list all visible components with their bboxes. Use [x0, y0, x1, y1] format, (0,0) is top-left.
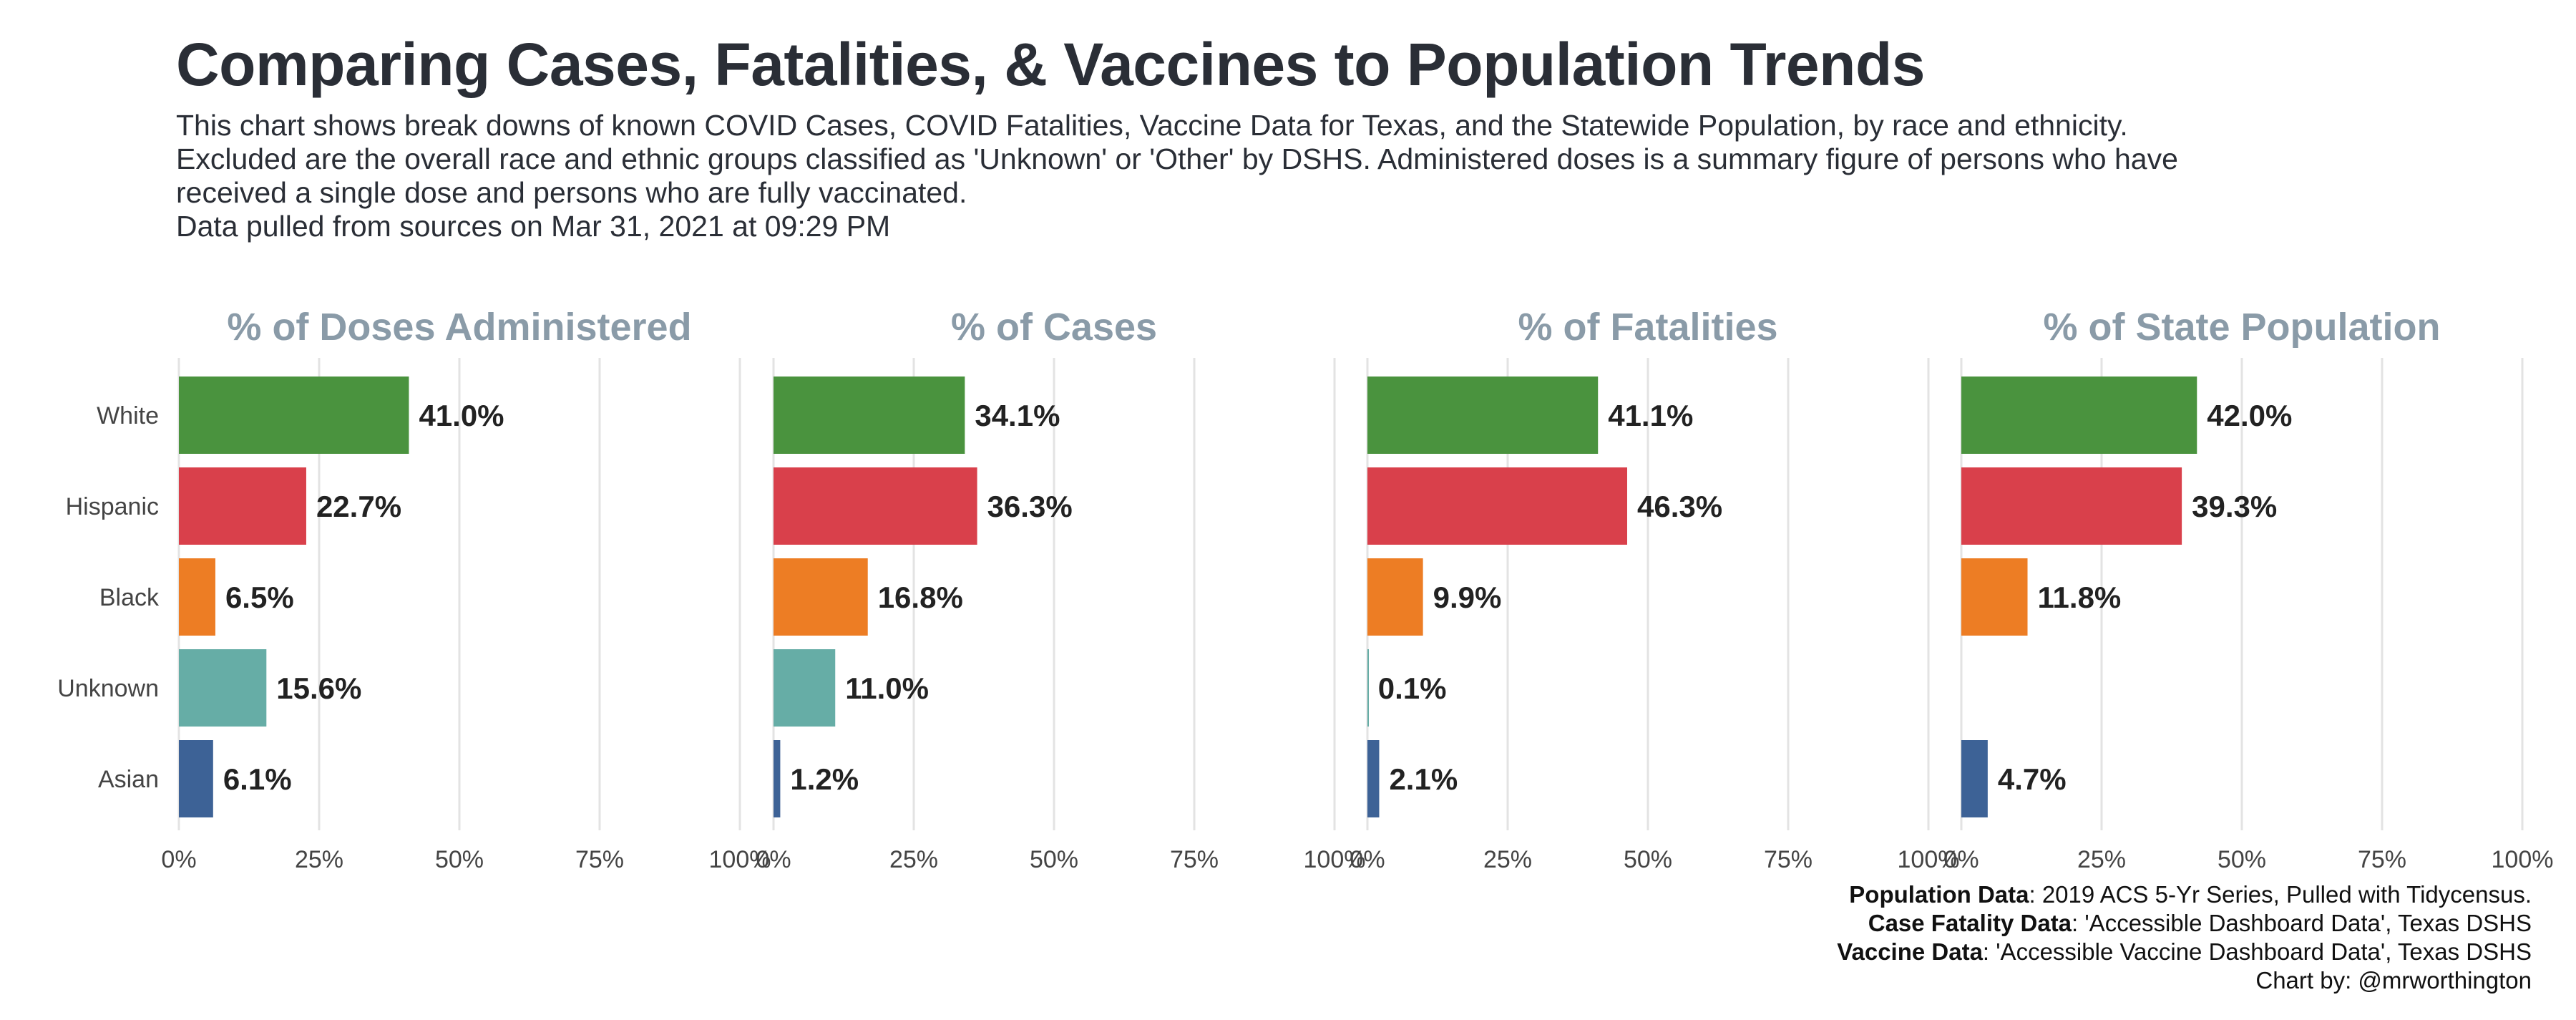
bar-hispanic: [1367, 467, 1627, 545]
subtitle-line: This chart shows break downs of known CO…: [176, 109, 2128, 142]
bar-white: [179, 377, 409, 454]
subtitle-line: received a single dose and persons who a…: [176, 176, 967, 209]
data-label: 22.7%: [316, 490, 401, 523]
bar-unknown: [179, 649, 267, 727]
bar-unknown: [774, 649, 836, 727]
data-label: 0.1%: [1378, 671, 1447, 705]
data-label: 11.8%: [2038, 581, 2122, 614]
bar-black: [1961, 558, 2028, 636]
bar-hispanic: [774, 467, 977, 545]
data-label: 15.6%: [276, 671, 361, 705]
panel-title: % of Cases: [951, 306, 1157, 349]
data-label: 16.8%: [878, 581, 963, 614]
x-tick-label: 25%: [295, 846, 343, 873]
panel-title: % of State Population: [2043, 306, 2440, 349]
caption-case-label: Case Fatality Data: [1868, 910, 2072, 936]
data-label: 9.9%: [1433, 581, 1502, 614]
data-label: 41.1%: [1608, 399, 1693, 432]
panel-title: % of Fatalities: [1518, 306, 1777, 349]
y-tick-label: Unknown: [57, 675, 159, 702]
x-tick-label: 25%: [2077, 846, 2126, 873]
data-label: 41.0%: [419, 399, 504, 432]
bar-hispanic: [179, 467, 306, 545]
x-tick-label: 0%: [756, 846, 791, 873]
chart-subtitle: This chart shows break downs of known CO…: [176, 109, 2559, 243]
caption-credit: Chart by: @mrworthington: [2255, 967, 2532, 994]
x-tick-label: 75%: [2358, 846, 2406, 873]
x-tick-label: 75%: [1764, 846, 1813, 873]
subtitle-line: Data pulled from sources on Mar 31, 2021…: [176, 210, 891, 243]
x-tick-label: 50%: [1030, 846, 1078, 873]
bar-asian: [1961, 740, 1988, 817]
data-label: 1.2%: [790, 762, 859, 796]
chart-title: Comparing Cases, Fatalities, & Vaccines …: [176, 31, 1925, 98]
caption-case: Case Fatality Data: 'Accessible Dashboar…: [1837, 909, 2532, 938]
data-label: 36.3%: [987, 490, 1073, 523]
data-label: 11.0%: [845, 671, 929, 705]
bar-black: [179, 558, 215, 636]
data-label: 6.5%: [225, 581, 294, 614]
data-label: 42.0%: [2207, 399, 2292, 432]
caption-population-label: Population Data: [1849, 881, 2029, 908]
y-tick-label: White: [97, 402, 159, 429]
x-tick-label: 50%: [2218, 846, 2266, 873]
bar-unknown: [1367, 649, 1369, 727]
caption-case-text: : 'Accessible Dashboard Data', Texas DSH…: [2072, 910, 2532, 936]
data-label: 34.1%: [975, 399, 1060, 432]
y-tick-label: Asian: [98, 766, 159, 793]
bar-white: [1367, 377, 1599, 454]
y-tick-label: Black: [99, 584, 160, 611]
caption-vaccine: Vaccine Data: 'Accessible Vaccine Dashbo…: [1837, 938, 2532, 966]
x-tick-label: 75%: [1170, 846, 1219, 873]
caption-population-text: : 2019 ACS 5-Yr Series, Pulled with Tidy…: [2029, 881, 2532, 908]
bar-asian: [774, 740, 781, 817]
x-tick-label: 25%: [889, 846, 938, 873]
x-tick-label: 0%: [1943, 846, 1979, 873]
x-tick-label: 100%: [1304, 846, 1366, 873]
caption-vaccine-text: : 'Accessible Vaccine Dashboard Data', T…: [1982, 938, 2532, 965]
data-label: 2.1%: [1389, 762, 1458, 796]
chart-caption: Population Data: 2019 ACS 5-Yr Series, P…: [1837, 880, 2532, 995]
x-tick-label: 100%: [1898, 846, 1960, 873]
x-tick-label: 0%: [161, 846, 196, 873]
data-label: 4.7%: [1998, 762, 2067, 796]
bar-asian: [1367, 740, 1380, 817]
bar-asian: [179, 740, 213, 817]
bar-black: [774, 558, 868, 636]
data-label: 46.3%: [1637, 490, 1722, 523]
x-tick-label: 50%: [1624, 846, 1672, 873]
bar-white: [774, 377, 965, 454]
x-tick-label: 25%: [1483, 846, 1532, 873]
bar-hispanic: [1961, 467, 2182, 545]
x-tick-label: 50%: [435, 846, 484, 873]
panel-title: % of Doses Administered: [227, 306, 691, 349]
x-tick-label: 75%: [575, 846, 624, 873]
subtitle-line: Excluded are the overall race and ethnic…: [176, 142, 2178, 175]
x-tick-label: 0%: [1350, 846, 1385, 873]
data-label: 39.3%: [2192, 490, 2277, 523]
bar-white: [1961, 377, 2197, 454]
data-label: 6.1%: [223, 762, 292, 796]
y-tick-label: Hispanic: [66, 493, 159, 520]
bar-black: [1367, 558, 1423, 636]
caption-vaccine-label: Vaccine Data: [1837, 938, 1983, 965]
caption-population: Population Data: 2019 ACS 5-Yr Series, P…: [1837, 880, 2532, 909]
x-tick-label: 100%: [709, 846, 771, 873]
x-tick-label: 100%: [2492, 846, 2554, 873]
